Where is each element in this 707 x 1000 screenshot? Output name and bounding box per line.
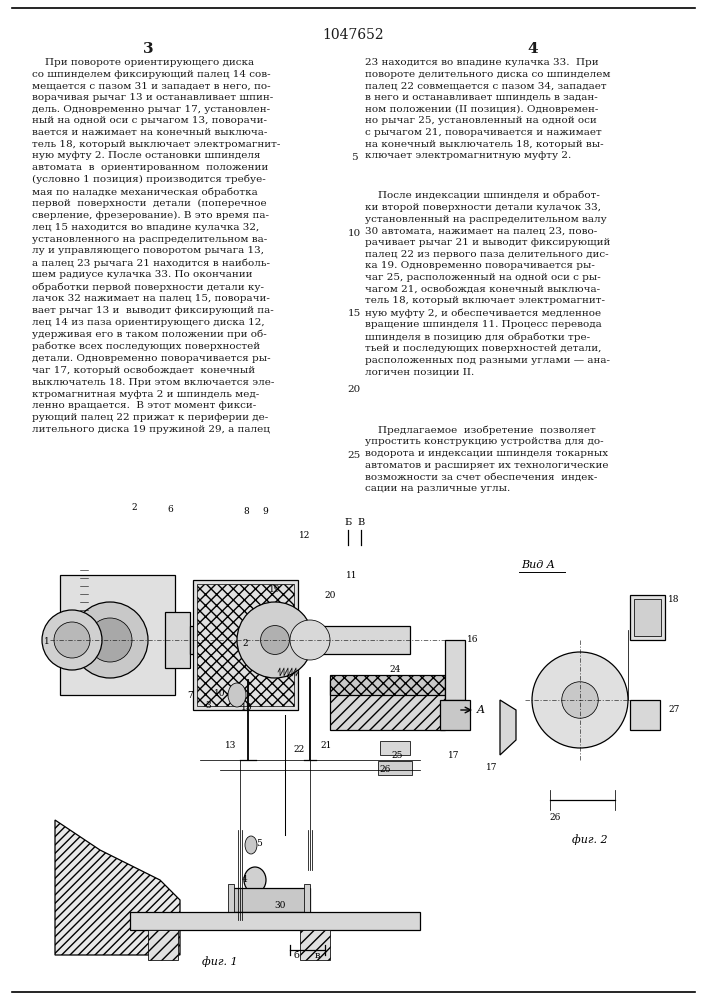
Text: 21: 21: [320, 740, 332, 750]
Bar: [60, 575, 175, 695]
Bar: [634, 599, 661, 636]
Text: 25: 25: [347, 450, 361, 460]
Text: 10: 10: [347, 230, 361, 238]
Circle shape: [562, 682, 598, 718]
Text: в: в: [315, 950, 320, 960]
Text: При повороте ориентирующего диска
со шпинделем фиксирующий палец 14 сов-
мещаетс: При повороте ориентирующего диска со шпи…: [32, 58, 281, 434]
Bar: [445, 640, 465, 700]
Bar: [190, 626, 410, 654]
Text: б: б: [293, 950, 299, 960]
Text: 17: 17: [448, 750, 460, 760]
Text: 5: 5: [351, 152, 357, 161]
Text: 30: 30: [274, 902, 286, 910]
Text: 26: 26: [380, 766, 391, 774]
Text: 27: 27: [668, 706, 679, 714]
Text: 23 находится во впадине кулачка 33.  При
повороте делительного диска со шпинделе: 23 находится во впадине кулачка 33. При …: [365, 58, 611, 160]
Text: 19: 19: [269, 585, 281, 594]
Bar: [440, 700, 470, 730]
Text: 13: 13: [225, 740, 236, 750]
Text: Б: Б: [344, 518, 351, 527]
Text: 18: 18: [668, 595, 679, 604]
Text: 8: 8: [243, 508, 249, 516]
Bar: [300, 930, 330, 960]
Text: 2: 2: [243, 639, 248, 648]
Bar: [378, 761, 412, 775]
Bar: [230, 888, 310, 912]
Text: 4: 4: [243, 876, 248, 884]
Text: A: A: [477, 705, 485, 715]
Circle shape: [237, 602, 313, 678]
Circle shape: [42, 610, 102, 670]
Text: 20: 20: [347, 384, 361, 393]
Circle shape: [261, 626, 289, 654]
Circle shape: [88, 618, 132, 662]
Text: фиг. 2: фиг. 2: [572, 835, 608, 845]
Text: 11: 11: [346, 570, 358, 580]
Ellipse shape: [228, 683, 246, 707]
Text: 15: 15: [241, 704, 253, 712]
Circle shape: [54, 622, 90, 658]
Text: 20: 20: [325, 590, 336, 599]
Polygon shape: [500, 700, 516, 755]
Text: фиг. 1: фиг. 1: [202, 957, 238, 967]
Bar: [193, 580, 298, 710]
Text: В: В: [357, 518, 365, 527]
Text: 1047652: 1047652: [322, 28, 384, 42]
Text: 3: 3: [205, 700, 211, 710]
Text: После индексации шпинделя и обработ-
ки второй поверхности детали кулачок 33,
ус: После индексации шпинделя и обработ- ки …: [365, 191, 610, 377]
Text: 15: 15: [347, 308, 361, 318]
Polygon shape: [55, 820, 180, 955]
Circle shape: [72, 602, 148, 678]
Bar: [209, 610, 221, 670]
Ellipse shape: [244, 867, 266, 893]
Bar: [630, 595, 665, 640]
Circle shape: [290, 620, 330, 660]
Bar: [330, 675, 445, 695]
Text: 25: 25: [391, 750, 403, 760]
Text: 24: 24: [390, 666, 401, 674]
Text: Вид A: Вид A: [521, 560, 555, 570]
Text: 12: 12: [299, 530, 310, 540]
Bar: [380, 741, 410, 755]
Bar: [197, 584, 294, 706]
Bar: [165, 612, 190, 668]
Text: 5: 5: [256, 838, 262, 848]
Text: 1: 1: [44, 638, 50, 647]
Ellipse shape: [245, 836, 257, 854]
Text: 7: 7: [187, 690, 193, 700]
Text: 6: 6: [167, 506, 173, 514]
Text: 16: 16: [467, 636, 479, 645]
Text: Предлагаемое  изобретение  позволяет
упростить конструкцию устройства для до-
во: Предлагаемое изобретение позволяет упрос…: [365, 425, 609, 493]
Text: 2: 2: [132, 502, 137, 512]
Text: 22: 22: [293, 746, 304, 754]
Circle shape: [532, 652, 628, 748]
Text: 3: 3: [143, 42, 153, 56]
Text: 4: 4: [527, 42, 538, 56]
Text: 9: 9: [262, 508, 268, 516]
Bar: [148, 930, 178, 960]
Text: 26: 26: [549, 812, 561, 822]
Bar: [330, 680, 445, 730]
Text: 17: 17: [486, 764, 498, 772]
Bar: [630, 700, 660, 730]
Bar: [130, 912, 420, 930]
Text: 10: 10: [214, 690, 225, 698]
Bar: [304, 884, 310, 916]
Bar: [228, 884, 234, 916]
